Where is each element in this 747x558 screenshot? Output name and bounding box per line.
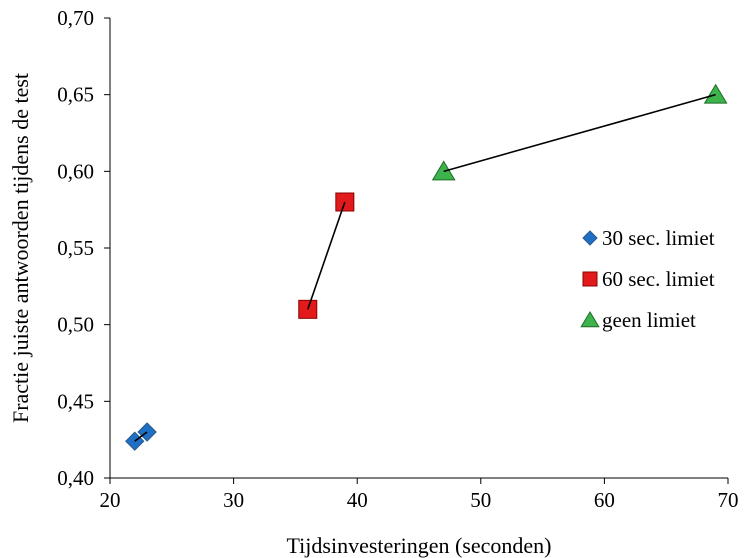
legend-label: 30 sec. limiet [602,226,715,250]
legend-label: geen limiet [602,308,696,332]
x-tick-label: 70 [718,488,739,512]
legend-label: 60 sec. limiet [602,267,715,291]
x-tick-label: 50 [470,488,491,512]
y-tick-label: 0,55 [57,236,94,260]
x-tick-label: 60 [594,488,615,512]
x-tick-label: 20 [100,488,121,512]
legend-marker-triangle [580,311,600,328]
x-axis-title: Tijdsinvesteringen (seconden) [287,533,552,558]
x-axis-ticks: 20 30 40 50 60 70 [100,478,739,512]
y-tick-label: 0,40 [57,466,94,490]
legend-marker-square [582,271,598,287]
series-connector-line [443,93,716,173]
series-connector-line [307,201,346,310]
y-tick-label: 0,60 [57,159,94,183]
x-tick-label: 30 [223,488,244,512]
y-axis-title: Fractie juiste antwoorden tijdens de tes… [8,73,33,423]
y-tick-label: 0,45 [57,389,94,413]
y-tick-label: 0,50 [57,313,94,337]
data-point-triangle [703,83,728,104]
y-tick-label: 0,65 [57,83,94,107]
x-tick-label: 40 [347,488,368,512]
series-connector-lines [134,93,716,442]
legend-marker-diamond [582,230,598,246]
y-tick-label: 0,70 [57,6,94,30]
legend: 30 sec. limiet 60 sec. limiet geen limiet [580,226,715,332]
series-connector-line [134,431,148,442]
y-axis-ticks: 0,40 0,45 0,50 0,55 0,60 0,65 0,70 [57,6,110,490]
